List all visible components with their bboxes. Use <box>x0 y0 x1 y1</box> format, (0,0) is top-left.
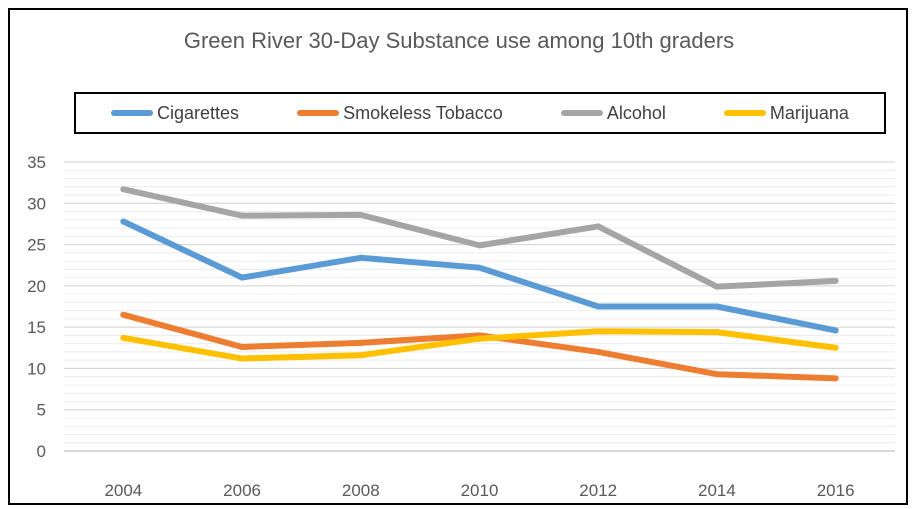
y-tick-label: 10 <box>27 359 46 378</box>
legend-swatch-marijuana <box>723 110 766 116</box>
data-point-cigarettes <box>120 218 127 225</box>
data-point-alcohol <box>713 283 720 290</box>
data-point-smokeless-tobacco <box>357 339 364 346</box>
data-point-smokeless-tobacco <box>120 311 127 318</box>
legend-item-alcohol: Alcohol <box>560 102 666 124</box>
y-tick-label: 25 <box>27 236 46 255</box>
data-point-marijuana <box>120 334 127 341</box>
legend-item-cigarettes: Cigarettes <box>111 103 239 124</box>
data-point-cigarettes <box>239 274 246 281</box>
x-tick-label: 2010 <box>461 481 499 500</box>
x-tick-label: 2008 <box>342 481 380 500</box>
x-tick-label: 2006 <box>223 481 261 500</box>
x-tick-label: 2004 <box>104 481 142 500</box>
chart-legend: Cigarettes Smokeless Tobacco Alcohol Mar… <box>74 92 886 134</box>
data-point-alcohol <box>476 242 483 249</box>
legend-label-alcohol: Alcohol <box>606 102 666 123</box>
legend-swatch-cigarettes <box>111 110 153 116</box>
legend-swatch-smokeless-tobacco <box>297 110 340 116</box>
data-point-marijuana <box>357 352 364 359</box>
legend-label-marijuana: Marijuana <box>769 102 849 123</box>
data-point-smokeless-tobacco <box>595 348 602 355</box>
data-point-cigarettes <box>357 254 364 261</box>
data-point-cigarettes <box>476 264 483 271</box>
data-point-alcohol <box>357 211 364 218</box>
data-point-cigarettes <box>832 327 839 334</box>
data-point-marijuana <box>239 355 246 362</box>
data-point-alcohol <box>120 186 127 193</box>
data-point-smokeless-tobacco <box>239 343 246 350</box>
data-point-smokeless-tobacco <box>832 375 839 382</box>
data-point-marijuana <box>476 335 483 342</box>
legend-item-marijuana: Marijuana <box>723 102 849 124</box>
data-point-cigarettes <box>713 303 720 310</box>
legend-swatch-alcohol <box>560 110 603 116</box>
data-point-alcohol <box>595 223 602 230</box>
y-tick-label: 0 <box>37 442 46 461</box>
x-tick-label: 2016 <box>817 481 855 500</box>
y-tick-label: 20 <box>27 277 46 296</box>
y-tick-label: 15 <box>27 318 46 337</box>
y-tick-label: 5 <box>37 401 46 420</box>
legend-label-cigarettes: Cigarettes <box>157 102 240 123</box>
chart-title: Green River 30-Day Substance use among 1… <box>183 28 735 53</box>
data-point-marijuana <box>832 344 839 351</box>
data-point-marijuana <box>595 328 602 335</box>
y-tick-label: 35 <box>27 153 46 172</box>
data-point-alcohol <box>239 212 246 219</box>
data-point-alcohol <box>832 277 839 284</box>
x-tick-label: 2012 <box>579 481 617 500</box>
data-point-cigarettes <box>595 303 602 310</box>
y-tick-label: 30 <box>27 194 46 213</box>
data-point-smokeless-tobacco <box>713 371 720 378</box>
x-tick-label: 2014 <box>698 481 736 500</box>
legend-label-smokeless-tobacco: Smokeless Tobacco <box>343 102 503 123</box>
data-point-marijuana <box>713 329 720 336</box>
series-line-cigarettes <box>120 218 839 334</box>
chart-frame <box>8 8 908 505</box>
legend-item-smokeless-tobacco: Smokeless Tobacco <box>297 103 503 124</box>
